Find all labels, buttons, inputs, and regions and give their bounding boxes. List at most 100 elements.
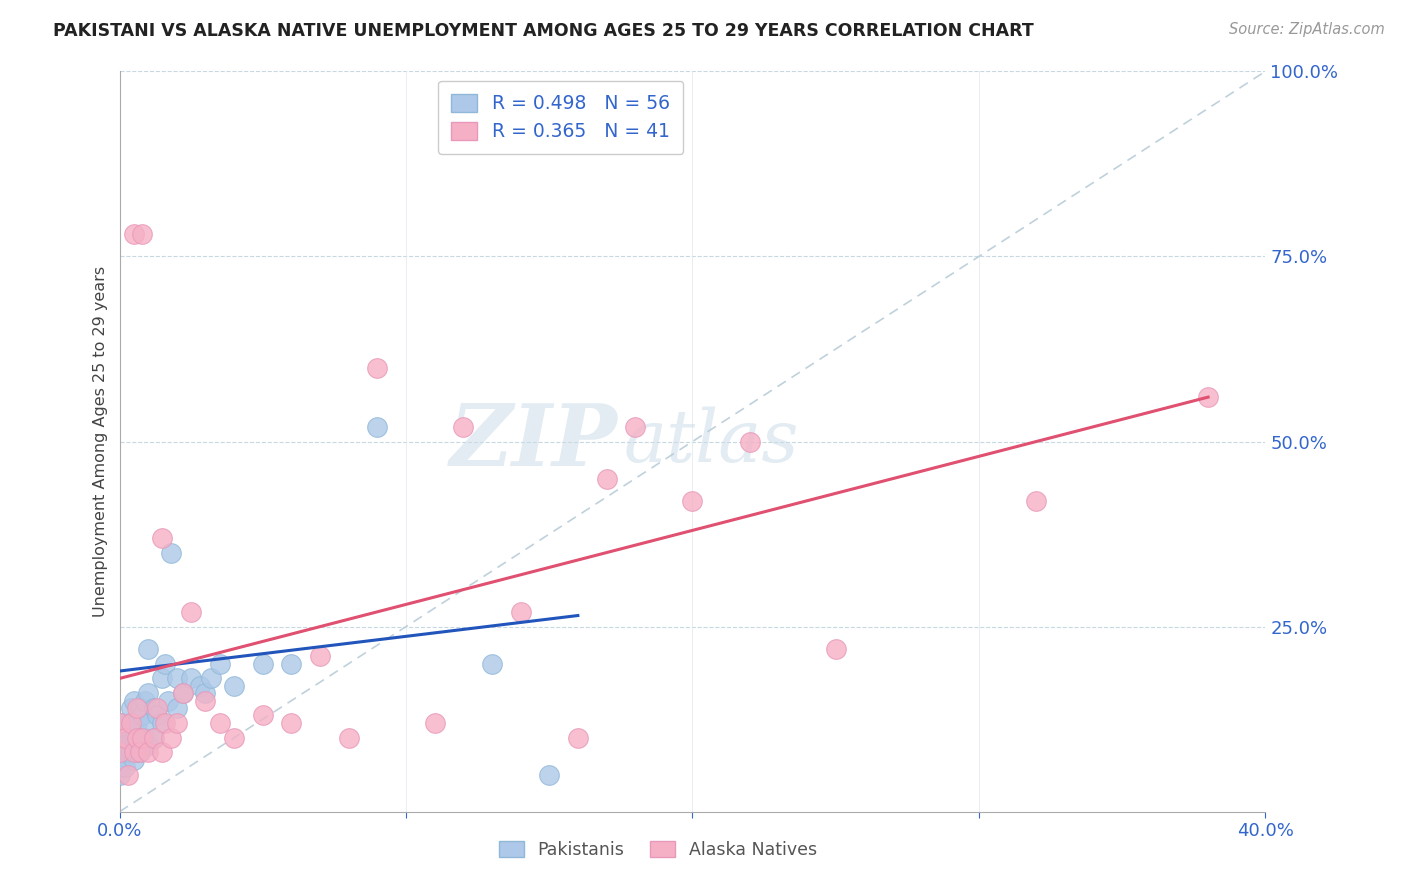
Point [136, 738, 159, 752]
Point [136, 715, 159, 730]
Point [145, 701, 167, 715]
Point [180, 605, 202, 619]
Point [152, 672, 174, 686]
Point [366, 419, 388, 434]
Point [194, 686, 217, 700]
Point [120, 746, 142, 760]
Point [280, 657, 302, 671]
Point [117, 767, 139, 781]
Point [136, 746, 159, 760]
Point [128, 731, 150, 745]
Point [108, 746, 131, 760]
Point [108, 738, 131, 752]
Point [134, 731, 156, 745]
Point [451, 419, 474, 434]
Point [122, 746, 145, 760]
Point [252, 708, 274, 723]
Point [114, 760, 136, 774]
Point [108, 753, 131, 767]
Point [172, 686, 194, 700]
Point [222, 731, 246, 745]
Point [131, 738, 153, 752]
Point [152, 746, 174, 760]
Point [122, 753, 145, 767]
Point [108, 731, 131, 745]
Point [131, 227, 153, 242]
Point [120, 715, 142, 730]
Point [309, 649, 332, 664]
Point [120, 701, 142, 715]
Point [125, 701, 148, 715]
Point [142, 731, 165, 745]
Point [160, 731, 183, 745]
Point [208, 715, 231, 730]
Point [122, 715, 145, 730]
Point [108, 760, 131, 774]
Point [509, 605, 531, 619]
Point [172, 686, 194, 700]
Point [142, 731, 165, 745]
Point [117, 715, 139, 730]
Point [824, 641, 846, 656]
Point [145, 708, 167, 723]
Legend: Pakistanis, Alaska Natives: Pakistanis, Alaska Natives [492, 834, 824, 866]
Point [194, 694, 217, 708]
Point [366, 360, 388, 375]
Point [1197, 390, 1219, 404]
Point [166, 715, 188, 730]
Point [481, 657, 503, 671]
Y-axis label: Unemployment Among Ages 25 to 29 years: Unemployment Among Ages 25 to 29 years [93, 266, 108, 617]
Point [188, 679, 211, 693]
Point [624, 419, 647, 434]
Point [136, 641, 159, 656]
Point [128, 746, 150, 760]
Point [122, 227, 145, 242]
Point [681, 493, 703, 508]
Point [108, 746, 131, 760]
Point [142, 701, 165, 715]
Point [125, 746, 148, 760]
Point [108, 715, 131, 730]
Point [114, 731, 136, 745]
Point [280, 715, 302, 730]
Point [114, 738, 136, 752]
Point [117, 746, 139, 760]
Point [157, 694, 180, 708]
Point [108, 715, 131, 730]
Point [108, 746, 131, 760]
Point [122, 731, 145, 745]
Point [136, 686, 159, 700]
Point [152, 715, 174, 730]
Point [337, 731, 360, 745]
Text: PAKISTANI VS ALASKA NATIVE UNEMPLOYMENT AMONG AGES 25 TO 29 YEARS CORRELATION CH: PAKISTANI VS ALASKA NATIVE UNEMPLOYMENT … [53, 22, 1035, 40]
Point [538, 767, 561, 781]
Point [131, 708, 153, 723]
Point [252, 657, 274, 671]
Point [128, 746, 150, 760]
Point [155, 657, 177, 671]
Point [120, 731, 142, 745]
Point [180, 672, 202, 686]
Point [200, 672, 222, 686]
Point [128, 701, 150, 715]
Text: ZIP: ZIP [450, 400, 619, 483]
Point [160, 546, 183, 560]
Point [108, 731, 131, 745]
Point [1025, 493, 1047, 508]
Point [567, 731, 589, 745]
Text: Source: ZipAtlas.com: Source: ZipAtlas.com [1229, 22, 1385, 37]
Point [423, 715, 446, 730]
Point [125, 715, 148, 730]
Point [152, 531, 174, 545]
Text: atlas: atlas [624, 406, 799, 477]
Point [595, 471, 617, 485]
Point [131, 731, 153, 745]
Point [208, 657, 231, 671]
Point [134, 694, 156, 708]
Point [125, 731, 148, 745]
Point [166, 672, 188, 686]
Point [738, 434, 761, 449]
Point [222, 679, 246, 693]
Point [166, 701, 188, 715]
Point [122, 694, 145, 708]
